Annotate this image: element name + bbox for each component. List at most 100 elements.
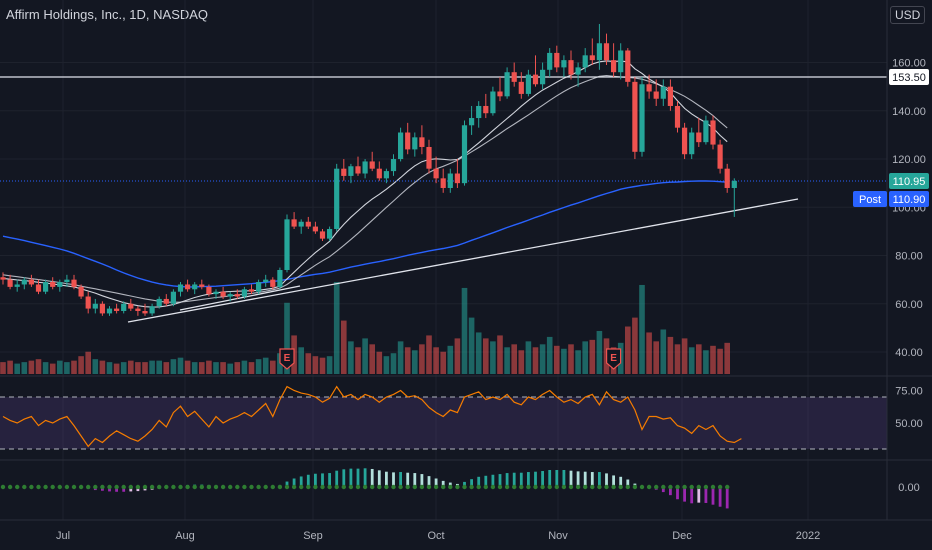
squeeze-dot <box>533 484 538 490</box>
volume-bar <box>163 362 170 374</box>
squeeze-dot <box>590 484 595 490</box>
candle <box>433 156 439 184</box>
candle-body <box>170 291 176 304</box>
candle <box>213 289 219 299</box>
candle <box>312 221 318 234</box>
volume-bar <box>270 360 276 374</box>
candle <box>21 277 27 290</box>
volume-bar <box>0 362 6 374</box>
volume-bar <box>461 287 468 374</box>
volume-bar <box>419 344 425 374</box>
squeeze-dot <box>554 484 559 490</box>
candle <box>440 168 446 193</box>
post-market-tag: Post 110.90 <box>853 191 929 207</box>
volume-bar <box>575 350 581 374</box>
candle-body <box>0 277 6 280</box>
candle-body <box>412 137 418 150</box>
squeeze-dot <box>618 484 623 490</box>
candle <box>589 38 595 65</box>
volume-bar <box>284 302 290 374</box>
candle-body <box>64 279 70 283</box>
candle-body <box>689 132 695 155</box>
squeeze-dot <box>639 484 645 490</box>
squeeze-dot <box>646 484 652 490</box>
squeeze-dot <box>611 484 616 490</box>
squeeze-dot <box>313 484 318 490</box>
squeeze-dot <box>164 484 169 490</box>
volume-bar <box>440 351 446 374</box>
candle-body <box>177 284 184 292</box>
volume-bars <box>0 282 730 374</box>
volume-bar <box>42 362 49 374</box>
momentum-bar <box>612 475 615 487</box>
candle <box>532 55 539 87</box>
volume-bar <box>64 362 70 374</box>
currency-button[interactable]: USD <box>890 6 926 24</box>
squeeze-dot <box>22 484 27 490</box>
candle-body <box>334 168 340 229</box>
momentum-bar <box>569 470 573 487</box>
moving-averages <box>2 60 728 308</box>
candle <box>639 77 645 157</box>
candle-body <box>639 84 645 152</box>
squeeze-dot <box>327 484 332 490</box>
time-tick-label: Sep <box>303 530 323 542</box>
volume-bar <box>241 360 248 374</box>
volume-bar <box>28 360 35 374</box>
moving-average-line <box>2 75 728 303</box>
volume-bar <box>546 336 553 374</box>
volume-bar <box>447 345 454 374</box>
volume-bar <box>667 336 674 374</box>
price-tick-label: 60.00 <box>895 299 923 311</box>
candle <box>426 139 432 174</box>
volume-bar <box>319 357 326 374</box>
candle-body <box>185 284 191 290</box>
volume-bar <box>149 360 155 374</box>
squeeze-dot <box>15 484 20 490</box>
candle <box>277 267 283 290</box>
volume-bar <box>326 356 333 374</box>
momentum-bar <box>420 474 424 487</box>
candle-body <box>7 279 13 287</box>
candle <box>362 159 368 179</box>
candle-body <box>284 219 290 270</box>
squeeze-dot <box>171 484 176 490</box>
squeeze-dot <box>426 484 432 490</box>
volume-bar <box>688 347 695 374</box>
candle <box>511 62 517 87</box>
candle <box>568 50 574 80</box>
candle-body <box>85 296 91 309</box>
candle-body <box>710 120 716 145</box>
axes <box>0 0 932 521</box>
squeeze-dot <box>668 484 673 490</box>
volume-bar <box>14 363 20 374</box>
momentum-bar <box>519 472 523 487</box>
candle <box>7 274 13 290</box>
momentum-bar <box>363 468 367 487</box>
candle <box>696 118 702 147</box>
squeeze-dot <box>717 484 723 490</box>
candle-body <box>156 298 162 307</box>
candle-body <box>28 279 34 285</box>
squeeze-dot <box>256 484 261 490</box>
momentum-bar <box>413 473 417 487</box>
candle-body <box>596 43 602 61</box>
squeeze-dot <box>64 484 70 490</box>
momentum-bar <box>441 480 445 487</box>
candle <box>241 286 247 299</box>
candle-body <box>490 91 496 114</box>
squeeze-dot <box>561 484 567 490</box>
time-tick-label: 2022 <box>796 530 820 542</box>
momentum-bar <box>527 472 530 487</box>
momentum-bar <box>292 478 296 487</box>
volume-bar <box>539 344 546 374</box>
squeeze-dot <box>270 484 275 490</box>
squeeze-dot <box>206 484 212 490</box>
volume-bar <box>397 341 404 374</box>
candle-body <box>248 289 255 292</box>
momentum-bar <box>448 482 452 487</box>
volume-bar <box>298 347 304 374</box>
squeeze-dot <box>355 484 361 490</box>
candle <box>717 139 723 174</box>
